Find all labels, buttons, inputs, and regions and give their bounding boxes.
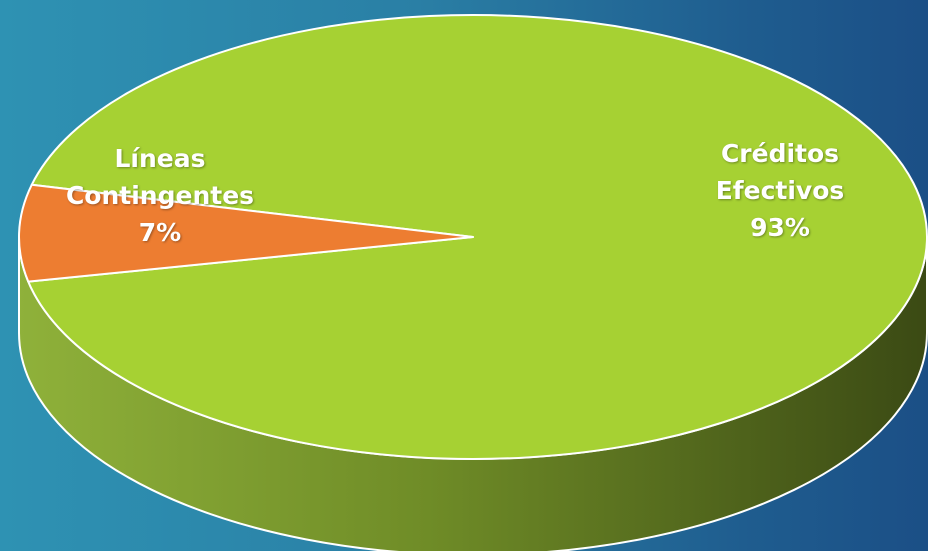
slice-label-lineas-contingentes: Líneas Contingentes 7% <box>65 144 255 247</box>
pie-slice-creditos-efectivos <box>27 14 928 460</box>
pie-slices <box>18 14 928 551</box>
slice-label-creditos-efectivos: Créditos Efectivos 93% <box>715 139 845 242</box>
pie-slice-lineas-contingentes <box>18 183 474 283</box>
